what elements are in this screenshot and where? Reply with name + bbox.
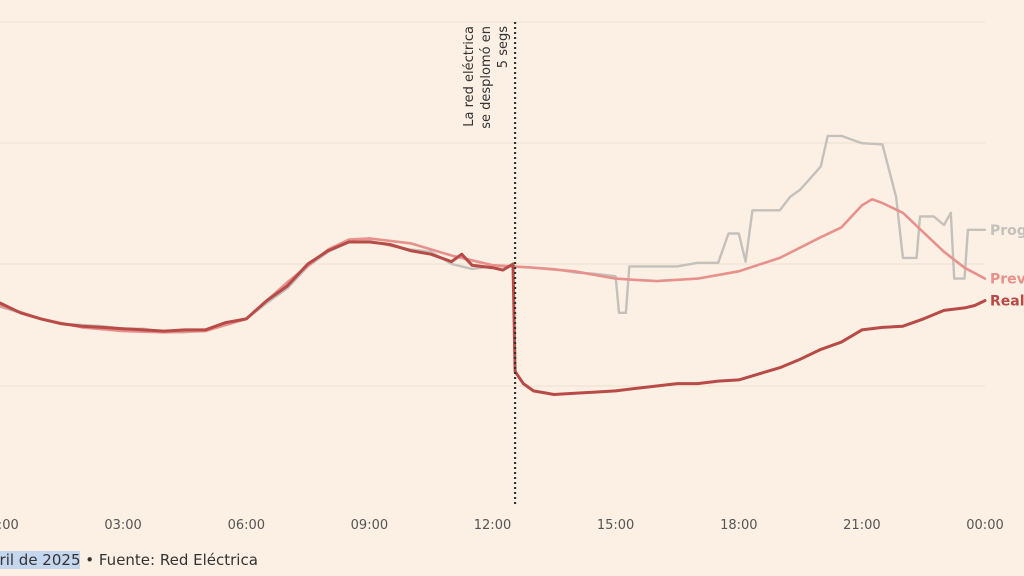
annotation-text-line-2: 5 segs <box>496 26 511 68</box>
series-label-prevista: Prev <box>990 272 1024 288</box>
series-line-prevista <box>0 198 987 334</box>
annotation-layer: La red eléctrica se desplomó en 5 segs <box>462 22 517 506</box>
x-tick-label-2: 06:00 <box>228 518 265 533</box>
x-tick-label-6: 18:00 <box>720 518 757 533</box>
footer-date: bril de 2025 <box>0 551 81 569</box>
series-line-programada <box>0 134 987 334</box>
series-label-real: Real <box>990 294 1024 310</box>
x-tick-label-1: 03:00 <box>104 518 141 533</box>
footer-separator: • <box>80 551 99 569</box>
footer: bril de 2025 • Fuente: Red Eléctrica <box>0 551 258 569</box>
series-label-programada: Prog <box>990 223 1024 239</box>
annotation-text-line-0: La red eléctrica <box>462 26 477 127</box>
x-tick-label-5: 15:00 <box>597 518 634 533</box>
footer-source: Fuente: Red Eléctrica <box>98 551 258 569</box>
series-layer <box>0 134 987 396</box>
annotation-text-line-1: se desplomó en <box>479 26 494 129</box>
series-labels: Prog Prev Real <box>990 223 1024 310</box>
x-tick-label-3: 09:00 <box>351 518 388 533</box>
x-tick-label-4: 12:00 <box>474 518 511 533</box>
x-axis: 00:00 03:00 06:00 09:00 12:00 15:00 18:00 21:00… <box>0 518 1004 533</box>
x-tick-label-8: 00:00 <box>966 518 1003 533</box>
x-tick-label-0: 00:00 <box>0 518 19 533</box>
x-tick-label-7: 21:00 <box>843 518 880 533</box>
series-line-real <box>0 240 987 396</box>
